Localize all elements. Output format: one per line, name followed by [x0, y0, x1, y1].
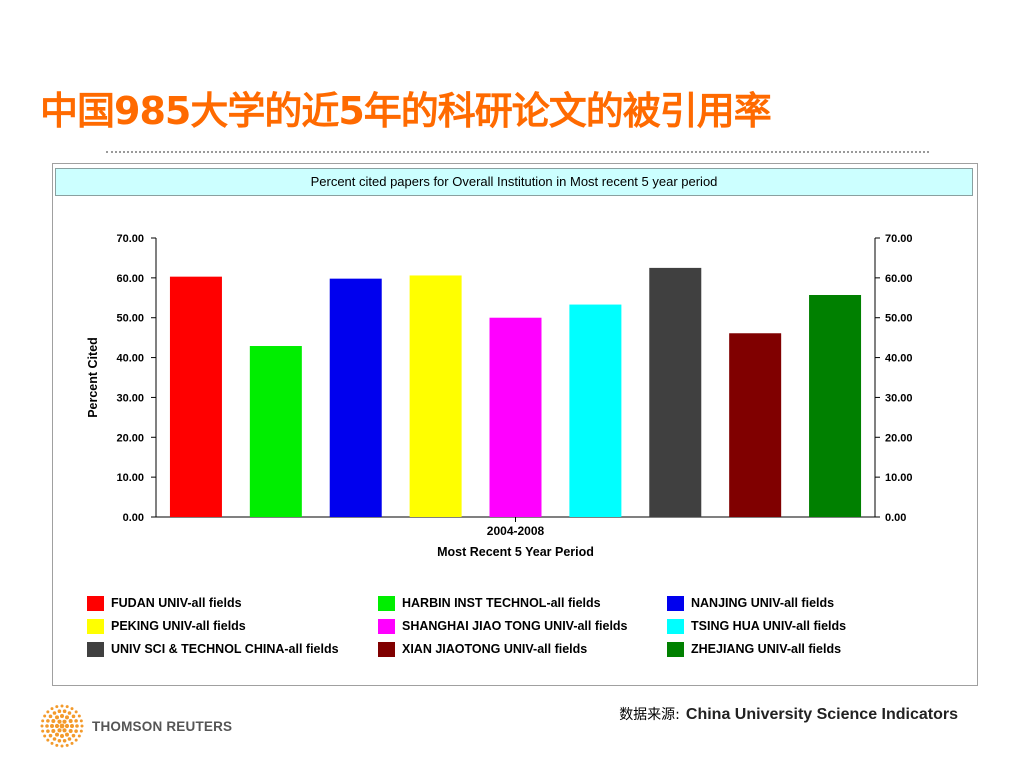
legend-item: XIAN JIAOTONG UNIV-all fields	[378, 640, 587, 658]
source-label: 数据来源:	[619, 707, 680, 723]
legend-label: TSING HUA UNIV-all fields	[691, 619, 847, 633]
legend-item: FUDAN UNIV-all fields	[87, 594, 242, 612]
brand: THOMSON REUTERS	[40, 704, 233, 748]
legend-item: TSING HUA UNIV-all fields	[667, 617, 846, 635]
y-tick-label-right: 30.00	[885, 392, 913, 404]
y-tick-label-left: 0.00	[123, 512, 144, 524]
bar-4	[409, 275, 462, 517]
bar-9	[809, 294, 862, 517]
chart-frame: Percent cited papers for Overall Institu…	[52, 163, 978, 686]
legend-swatch	[667, 618, 684, 634]
legend-swatch	[87, 595, 104, 611]
title-divider	[106, 151, 929, 153]
y-tick-label-right: 0.00	[885, 512, 906, 524]
x-axis-title: Most Recent 5 Year Period	[437, 545, 594, 559]
source-value: China University Science Indicators	[685, 706, 958, 723]
legend-item: HARBIN INST TECHNOL-all fields	[378, 594, 601, 612]
bar-7	[649, 267, 702, 517]
legend-label: NANJING UNIV-all fields	[691, 596, 835, 610]
legend-swatch	[378, 595, 395, 611]
y-tick-label-left: 20.00	[116, 432, 144, 444]
chart-title: Percent cited papers for Overall Institu…	[55, 168, 973, 196]
legend-item: UNIV SCI & TECHNOL CHINA-all fields	[87, 640, 339, 658]
bar-chart: 0.00 0.00 10.00 10.00 20.00 20.00 30.00 30.00 40…	[86, 233, 913, 559]
y-tick-label-left: 10.00	[116, 472, 144, 484]
legend-label: ZHEJIANG UNIV-all fields	[691, 642, 842, 656]
legend-swatch	[87, 618, 104, 634]
slide-title: 中国985大学的近5年的科研论文的被引用率	[40, 89, 772, 133]
legend-item: PEKING UNIV-all fields	[87, 617, 246, 635]
legend-label: SHANGHAI JIAO TONG UNIV-all fields	[402, 619, 628, 633]
y-tick-label-right: 50.00	[885, 313, 913, 325]
y-tick-label-right: 70.00	[885, 233, 913, 245]
legend-item: NANJING UNIV-all fields	[667, 594, 834, 612]
legend-item: ZHEJIANG UNIV-all fields	[667, 640, 841, 658]
data-source: 数据来源: China University Science Indicators	[619, 704, 958, 724]
x-category-label: 2004-2008	[487, 524, 545, 538]
y-tick-label-left: 60.00	[116, 273, 144, 285]
bar-8	[729, 333, 782, 517]
y-tick-label-left: 50.00	[116, 313, 144, 325]
bar-6	[569, 304, 622, 517]
y-tick-label-right: 20.00	[885, 432, 913, 444]
y-tick-label-right: 40.00	[885, 353, 913, 365]
legend-label: PEKING UNIV-all fields	[111, 619, 246, 633]
legend-swatch	[378, 641, 395, 657]
legend-swatch	[378, 618, 395, 634]
y-axis-title: Percent Cited	[86, 337, 100, 418]
y-tick-label-right: 10.00	[885, 472, 913, 484]
y-tick-label-left: 70.00	[116, 233, 144, 245]
y-tick-label-left: 30.00	[116, 392, 144, 404]
legend-swatch	[667, 641, 684, 657]
bar-3	[329, 278, 382, 517]
legend-swatch	[87, 641, 104, 657]
legend-item: SHANGHAI JIAO TONG UNIV-all fields	[378, 617, 628, 635]
bar-2	[249, 346, 302, 517]
y-tick-label-left: 40.00	[116, 353, 144, 365]
legend-label: XIAN JIAOTONG UNIV-all fields	[402, 642, 588, 656]
brand-name: THOMSON REUTERS	[92, 718, 233, 734]
bar-1	[169, 276, 222, 517]
legend-label: UNIV SCI & TECHNOL CHINA-all fields	[111, 642, 339, 656]
legend-swatch	[667, 595, 684, 611]
y-tick-label-right: 60.00	[885, 273, 913, 285]
legend-label: HARBIN INST TECHNOL-all fields	[402, 596, 601, 610]
legend-label: FUDAN UNIV-all fields	[111, 596, 242, 610]
thomson-reuters-logo-icon	[40, 704, 84, 748]
bar-5	[489, 317, 542, 517]
chart-legend: FUDAN UNIV-all fields PEKING UNIV-all fie…	[87, 594, 967, 674]
